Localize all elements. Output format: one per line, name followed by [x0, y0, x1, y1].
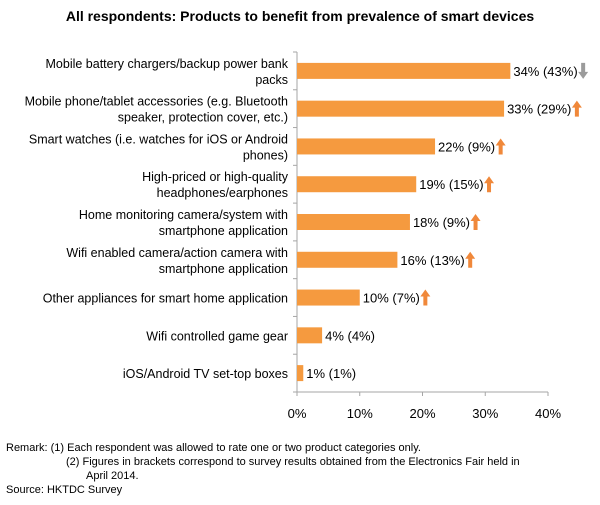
bar: [297, 138, 436, 155]
data-label: 10% (7%): [363, 291, 420, 306]
x-tick-label: 30%: [472, 406, 498, 421]
remark-line-2: (2) Figures in brackets correspond to su…: [66, 456, 520, 468]
data-label: 16% (13%): [400, 253, 464, 268]
source-note: Source: HKTDC Survey: [6, 484, 123, 496]
bar: [297, 176, 417, 193]
x-tick-label: 20%: [409, 406, 435, 421]
data-label: 4% (4%): [325, 328, 375, 343]
bar: [297, 251, 398, 268]
arrow-up-icon: [571, 100, 582, 117]
arrow-up-icon: [484, 176, 495, 193]
remark-line-1: Remark: (1) Each respondent was allowed …: [6, 442, 421, 454]
bar: [297, 327, 323, 344]
bar: [297, 62, 511, 79]
remarks: Remark: (1) Each respondent was allowed …: [6, 441, 520, 497]
data-label: 19% (15%): [419, 177, 483, 192]
bar: [297, 214, 410, 230]
data-label: 34% (43%): [513, 64, 577, 79]
bar: [297, 289, 360, 306]
category-label: Mobile battery chargers/backup power ban…: [46, 57, 289, 87]
data-label: 1% (1%): [306, 366, 356, 381]
category-label: iOS/Android TV set-top boxes: [123, 367, 288, 381]
arrow-up-icon: [465, 251, 476, 268]
arrow-up-icon: [495, 138, 506, 155]
category-label: Wifi enabled camera/action camera with sm…: [66, 246, 288, 276]
x-tick-label: 10%: [347, 406, 373, 421]
category-label: Other appliances for smart home applicat…: [43, 292, 288, 306]
category-label: High-priced or high-quality headphones/ea…: [142, 170, 289, 200]
bar: [297, 365, 304, 382]
arrow-up-icon: [470, 214, 481, 230]
category-label: Home monitoring camera/system with smartp…: [79, 208, 288, 238]
arrow-down-icon: [578, 62, 589, 79]
category-label: Wifi controlled game gear: [146, 329, 288, 343]
bar-chart: 0% 10% 20% 30% 40% Mobile battery chargers/ba…: [25, 51, 589, 421]
remark-line-3: April 2014.: [86, 470, 139, 482]
data-label: 33% (29%): [507, 102, 571, 117]
arrow-up-icon: [420, 289, 431, 306]
category-label: Smart watches (i.e. watches for iOS or A…: [29, 132, 288, 162]
chart-title: All respondents: Products to benefit fro…: [65, 8, 535, 24]
bar: [297, 100, 505, 117]
x-tick-label: 40%: [535, 406, 561, 421]
category-label: Mobile phone/tablet accessories (e.g. Bl…: [25, 95, 288, 125]
data-label: 18% (9%): [413, 215, 470, 230]
x-tick-label: 0%: [288, 406, 307, 421]
data-label: 22% (9%): [438, 139, 495, 154]
